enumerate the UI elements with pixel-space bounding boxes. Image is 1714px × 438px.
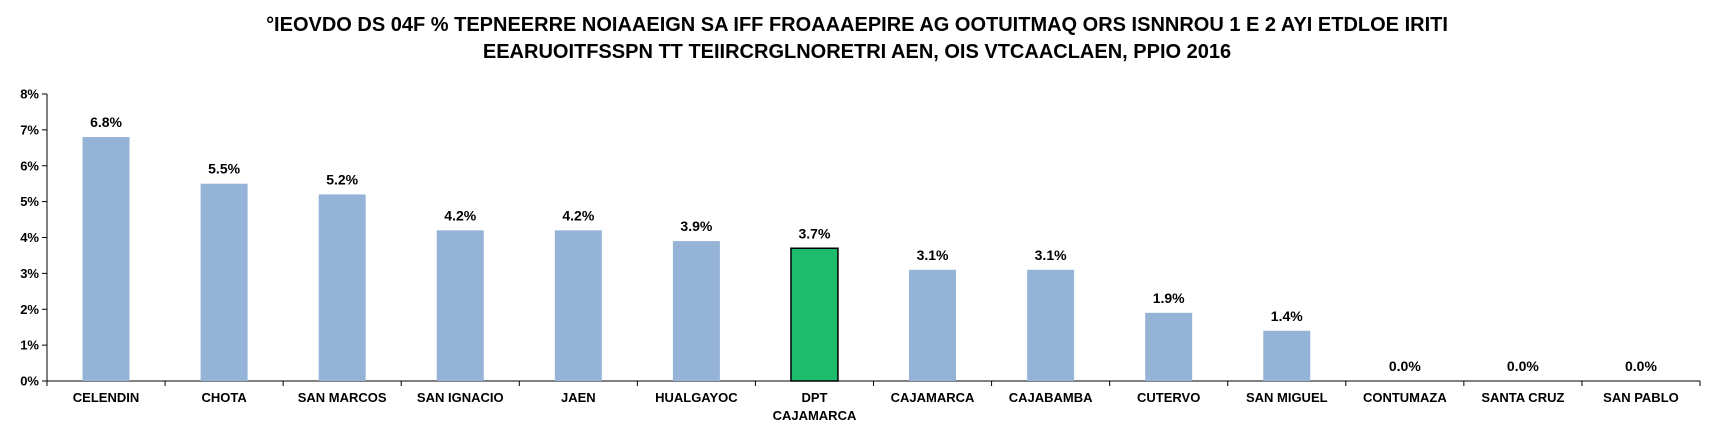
category-label: CAJABAMBA [1009, 390, 1093, 405]
category-label: CUTERVO [1137, 390, 1200, 405]
category-label: CAJAMARCA [773, 408, 857, 423]
y-tick-label: 7% [20, 122, 39, 137]
category-label: JAEN [561, 390, 596, 405]
y-tick-label: 3% [20, 266, 39, 281]
category-label: CHOTA [201, 390, 247, 405]
category-label: SAN MARCOS [298, 390, 387, 405]
bar [1263, 330, 1311, 381]
chart-title-line-2: EEARUOITFSSPN TT TEIIRCRGLNORETRI AEN, O… [482, 41, 1232, 63]
y-tick-label: 1% [20, 338, 39, 353]
y-tick-label: 5% [20, 194, 39, 209]
category-label: SAN IGNACIO [417, 390, 504, 405]
y-tick-label: 0% [20, 374, 39, 389]
data-label: 0.0% [1389, 358, 1421, 374]
y-tick-label: 2% [20, 302, 39, 317]
y-tick-label: 4% [20, 230, 39, 245]
data-label: 1.9% [1153, 290, 1185, 306]
bar [554, 230, 602, 381]
bar [1145, 312, 1193, 381]
category-label: HUALGAYOC [655, 390, 738, 405]
data-label: 5.5% [208, 161, 240, 177]
bar [436, 230, 484, 381]
category-label: CAJAMARCA [891, 390, 975, 405]
data-label: 0.0% [1507, 358, 1539, 374]
y-tick-label: 6% [20, 158, 39, 173]
data-label: 6.8% [90, 114, 122, 130]
data-label: 4.2% [444, 207, 476, 223]
category-label: DPT [801, 390, 827, 405]
data-label: 3.7% [799, 225, 831, 241]
chart-axes: 0% 1% 2% 3% 4% 5% 6% 7% 8% [20, 87, 1701, 389]
data-label: 4.2% [562, 207, 594, 223]
bar [1027, 269, 1075, 381]
chart-title-line-1: °IEOVDO DS 04F % TEPNEERRE NOIAAEIGN SA … [266, 14, 1448, 36]
category-label: SAN MIGUEL [1246, 390, 1328, 405]
data-label: 5.2% [326, 171, 358, 187]
bar [200, 183, 248, 381]
bar-highlight [790, 247, 839, 382]
chart-bars [82, 137, 1311, 382]
bar [672, 241, 720, 381]
category-label: SAN PABLO [1603, 390, 1679, 405]
bar [318, 194, 366, 381]
chart-title: °IEOVDO DS 04F % TEPNEERRE NOIAAEIGN SA … [0, 12, 1714, 66]
data-label: 3.9% [680, 218, 712, 234]
data-label: 3.1% [1035, 247, 1067, 263]
category-label: SANTA CRUZ [1481, 390, 1564, 405]
data-label: 0.0% [1625, 358, 1657, 374]
data-label: 1.4% [1271, 308, 1303, 324]
category-label: CONTUMAZA [1363, 390, 1447, 405]
data-label: 3.1% [917, 247, 949, 263]
bar [909, 269, 957, 381]
category-label: CELENDIN [73, 390, 139, 405]
chart-labels: 6.8% CELENDIN 5.5% CHOTA 5.2% SAN MARCOS 4.2% S… [73, 114, 1679, 423]
y-tick-label: 8% [20, 87, 39, 102]
bar [82, 137, 130, 381]
